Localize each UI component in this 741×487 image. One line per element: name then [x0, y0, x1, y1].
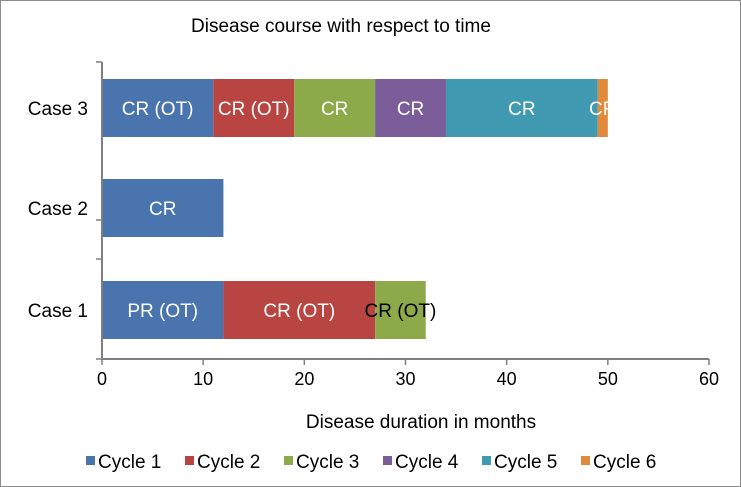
legend-label-cycle-5: Cycle 5 — [494, 452, 557, 473]
x-axis-tick-label: 40 — [497, 369, 517, 389]
x-axis-tick-label: 50 — [598, 369, 618, 389]
bar-label: PR (OT) — [127, 301, 198, 322]
legend-swatch-cycle-5 — [482, 456, 491, 465]
legend-label-cycle-6: Cycle 6 — [593, 452, 656, 473]
legend-swatch-cycle-6 — [581, 456, 590, 465]
x-axis-tick-label: 60 — [699, 369, 719, 389]
bar-case-3-cycle-1 — [102, 79, 214, 137]
bar-label: CR — [397, 99, 424, 120]
bar-case-2-cycle-1 — [102, 179, 224, 237]
legend-label-cycle-3: Cycle 3 — [296, 452, 359, 473]
x-axis-tick-label: 0 — [97, 369, 107, 389]
bar-label: CR — [321, 99, 348, 120]
legend-label-cycle-2: Cycle 2 — [197, 452, 260, 473]
bar-label: CR (OT) — [365, 301, 437, 322]
bar-label: CR — [149, 199, 176, 220]
legend-label-cycle-1: Cycle 1 — [98, 452, 161, 473]
legend-swatch-cycle-2 — [185, 456, 194, 465]
bar-label: CR (OT) — [218, 99, 290, 120]
bar-case-3-cycle-4 — [375, 79, 446, 137]
bar-label: CR — [589, 99, 616, 120]
chart-title: Disease course with respect to time — [191, 16, 491, 37]
legend-label-cycle-4: Cycle 4 — [395, 452, 459, 473]
legend-swatch-cycle-4 — [383, 456, 392, 465]
x-axis-tick-label: 10 — [193, 369, 213, 389]
bar-label: CR (OT) — [122, 99, 194, 120]
bar-case-1-cycle-2 — [223, 281, 376, 339]
legend-swatch-cycle-3 — [284, 456, 293, 465]
bar-case-1-cycle-3 — [375, 281, 426, 339]
x-axis-tick-label: 30 — [395, 369, 415, 389]
legend: Cycle 1 Cycle 2 Cycle 3 Cycle 4 Cycle 5 Cycle… — [86, 452, 656, 473]
y-axis-category-label: Case 2 — [28, 199, 88, 220]
bar-case-3-cycle-5 — [445, 79, 598, 137]
x-axis-tick-label: 20 — [294, 369, 314, 389]
bar-case-3-cycle-2 — [213, 79, 295, 137]
y-axis-category-label: Case 1 — [28, 301, 88, 322]
bar-case-3-cycle-3 — [294, 79, 376, 137]
bars-layer: CR (OT) CR (OT) CR CR CR CR CR PR (OT) CR (OT) CR… — [102, 79, 617, 339]
bar-case-3-cycle-6 — [597, 79, 608, 137]
legend-swatch-cycle-1 — [86, 456, 95, 465]
bar-label: CR (OT) — [263, 301, 335, 322]
bar-label: CR — [508, 99, 535, 120]
bar-case-1-cycle-1 — [102, 281, 224, 339]
axes-layer: Case 3 Case 2 Case 1 0 10 20 30 40 50 60 — [28, 61, 719, 389]
y-axis-category-label: Case 3 — [28, 99, 88, 120]
x-axis-title: Disease duration in months — [306, 412, 536, 433]
